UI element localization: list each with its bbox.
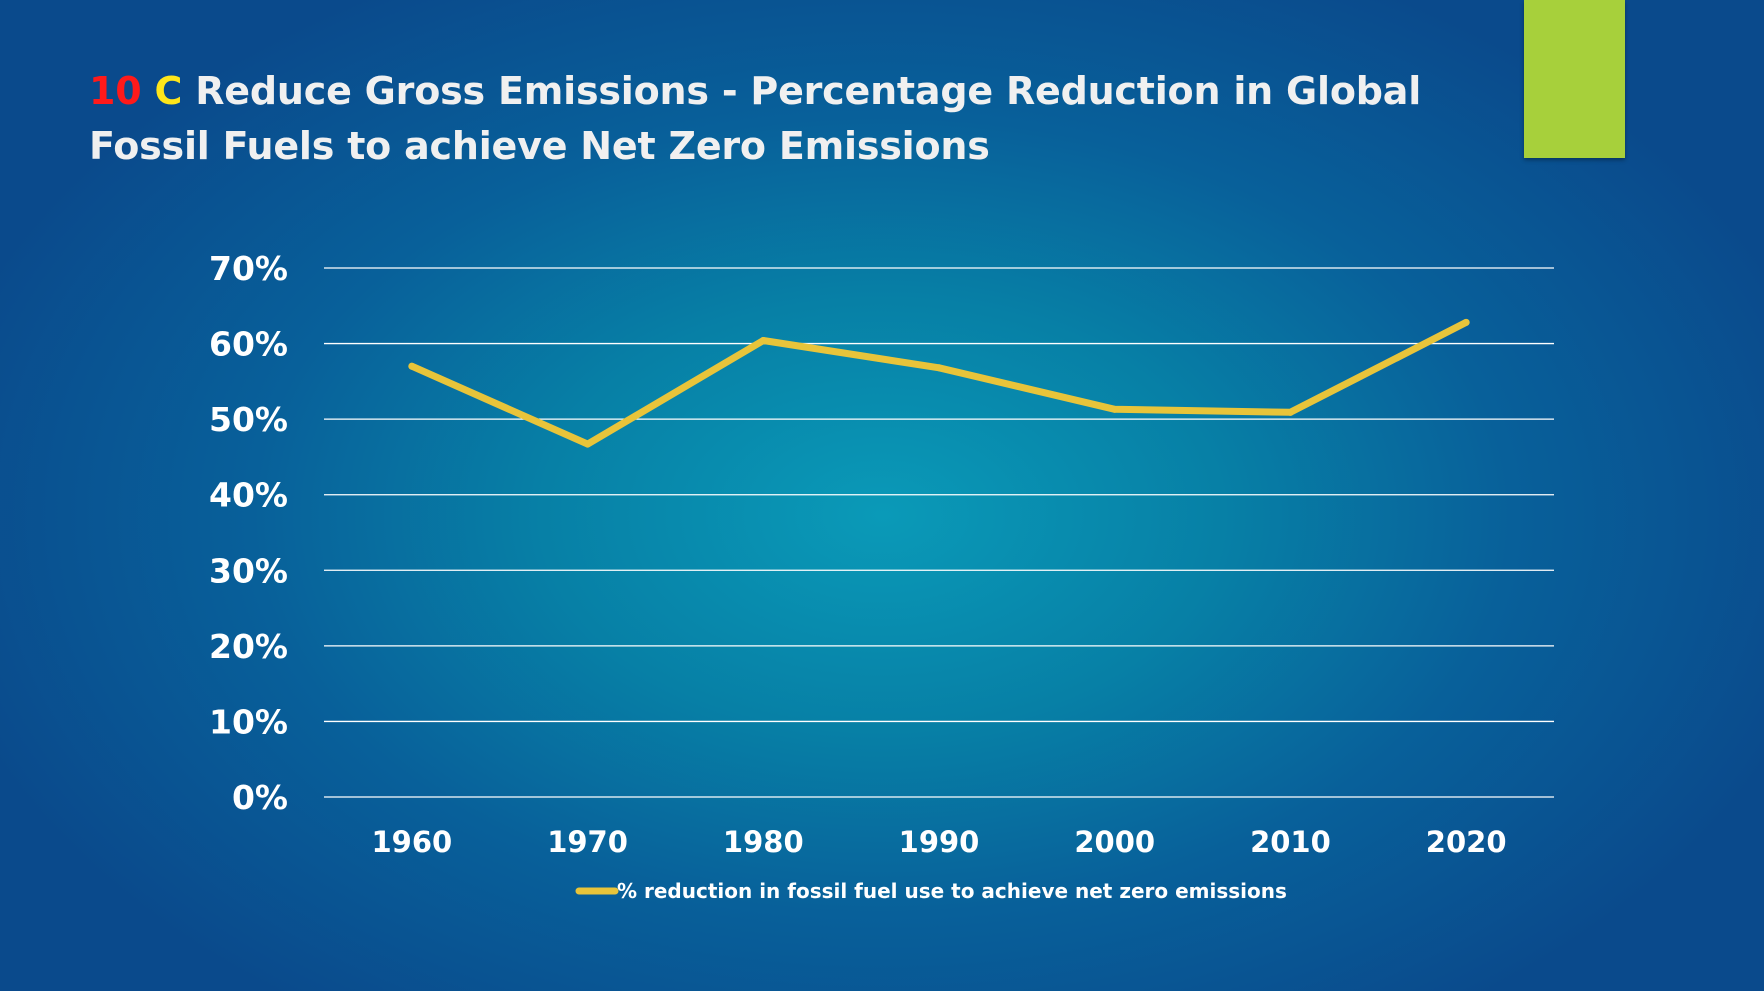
y-axis-ticks: 0% 10% 20% 30% 40% 50% 60% 70% bbox=[209, 249, 288, 817]
x-tick-label: 1980 bbox=[723, 825, 804, 859]
legend: % reduction in fossil fuel use to achiev… bbox=[575, 879, 1287, 903]
y-tick-label: 50% bbox=[209, 400, 288, 439]
y-tick-label: 60% bbox=[209, 325, 288, 364]
x-axis-ticks: 1960 1970 1980 1990 2000 2010 2020 bbox=[371, 825, 1506, 859]
data-point bbox=[1286, 408, 1294, 416]
gridlines bbox=[324, 267, 1554, 798]
y-tick-label: 10% bbox=[209, 702, 288, 741]
y-tick-label: 20% bbox=[209, 627, 288, 666]
y-tick-label: 40% bbox=[209, 476, 288, 515]
title-number: 10 bbox=[89, 69, 142, 113]
x-tick-label: 2000 bbox=[1074, 825, 1155, 859]
title-text: Reduce Gross Emissions - Percentage Redu… bbox=[89, 69, 1422, 168]
data-point bbox=[584, 440, 592, 448]
data-point bbox=[935, 364, 943, 372]
series-line bbox=[408, 318, 1470, 448]
y-tick-label: 30% bbox=[209, 551, 288, 590]
x-tick-label: 1990 bbox=[899, 825, 980, 859]
data-point bbox=[1111, 405, 1119, 413]
data-point bbox=[759, 337, 767, 345]
series-group bbox=[408, 318, 1470, 448]
slide-title: 10 C Reduce Gross Emissions - Percentage… bbox=[89, 64, 1469, 174]
x-tick-label: 2020 bbox=[1426, 825, 1507, 859]
data-point bbox=[1462, 318, 1470, 326]
legend-label: % reduction in fossil fuel use to achiev… bbox=[617, 879, 1287, 903]
x-tick-label: 1960 bbox=[371, 825, 452, 859]
x-tick-label: 1970 bbox=[547, 825, 628, 859]
y-tick-label: 0% bbox=[232, 778, 288, 817]
accent-bar bbox=[1524, 0, 1625, 158]
title-letter: C bbox=[154, 69, 183, 113]
x-tick-label: 2010 bbox=[1250, 825, 1331, 859]
data-point bbox=[408, 362, 416, 370]
y-tick-label: 70% bbox=[209, 249, 288, 288]
